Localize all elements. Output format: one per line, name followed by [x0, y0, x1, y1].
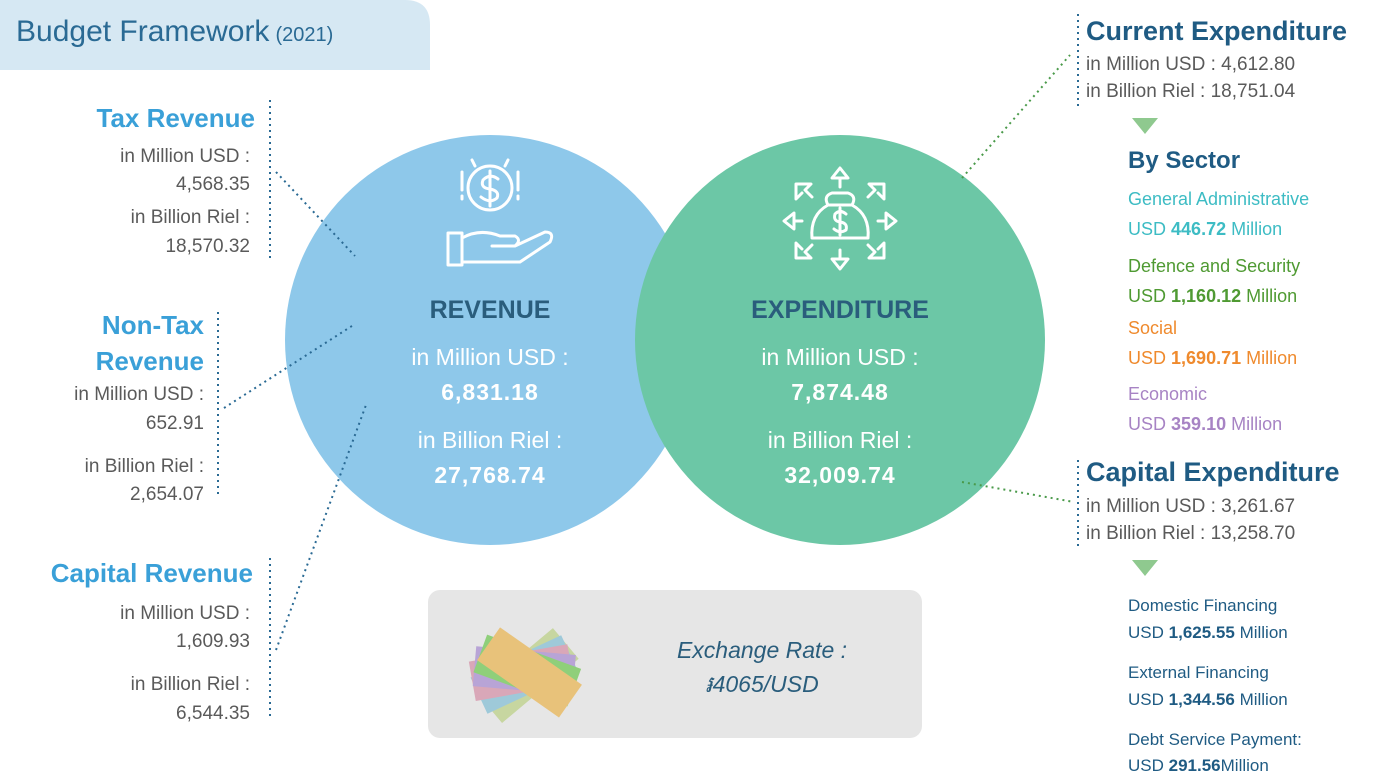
sector-amount: USD 1,690.71 Million — [1128, 348, 1297, 368]
tax-title: Tax Revenue — [97, 103, 255, 133]
sector-amount: USD 1,160.12 Million — [1128, 286, 1297, 306]
suffix: Million — [1231, 219, 1282, 239]
capital-exp-riel: in Billion Riel : 13,258.70 — [1086, 523, 1295, 544]
item-amount: USD 291.56Million — [1128, 756, 1269, 774]
current-riel: in Billion Riel : 18,751.04 — [1086, 81, 1296, 102]
prefix: USD — [1128, 414, 1166, 434]
prefix: USD — [1128, 286, 1166, 306]
exchange-label: Exchange Rate : — [677, 637, 847, 663]
sector-name: Social — [1128, 318, 1177, 338]
amount: 1,625.55 — [1169, 623, 1235, 642]
item-name: Debt Service Payment: — [1128, 730, 1302, 749]
sector-name: General Administrative — [1128, 189, 1309, 209]
item-name: Domestic Financing — [1128, 596, 1277, 615]
item-name: External Financing — [1128, 663, 1269, 682]
sector-name: Defence and Security — [1128, 256, 1300, 276]
current-title: Current Expenditure — [1086, 16, 1347, 46]
nontax-riel-label: in Billion Riel : — [85, 456, 204, 477]
exchange-value: ៛4065/USD — [705, 671, 818, 697]
nontax-usd: 652.91 — [146, 413, 204, 434]
nontax-title: Revenue — [96, 346, 204, 376]
page-body: {"header": {"title": "Budget Framework",… — [0, 0, 1384, 774]
sector-amount: USD 359.10 Million — [1128, 414, 1282, 434]
infographic: Budget Framework(2021) REVENUE in Millio… — [0, 0, 1384, 774]
capital-revenue-riel-label: in Billion Riel : — [131, 674, 250, 695]
expenditure-title: EXPENDITURE — [751, 296, 929, 324]
sector: Social USD 1,690.71 Million — [1128, 318, 1297, 368]
amount: 1,160.12 — [1171, 286, 1241, 306]
prefix: USD — [1128, 219, 1166, 239]
revenue-usd: 6,831.18 — [441, 379, 539, 405]
suffix: Million — [1221, 756, 1269, 774]
revenue-riel: 27,768.74 — [434, 462, 545, 488]
amount: 1,690.71 — [1171, 348, 1241, 368]
prefix: USD — [1128, 756, 1164, 774]
suffix: Million — [1246, 286, 1297, 306]
capital-exp-title: Capital Expenditure — [1086, 457, 1340, 487]
nontax-riel: 2,654.07 — [130, 484, 204, 505]
nontax-title: Non-Tax — [102, 310, 205, 340]
amount: 1,344.56 — [1169, 690, 1235, 709]
page: Budget Framework html, body { margin: 0;… — [0, 0, 1384, 774]
capital-exp-usd: in Million USD : 3,261.67 — [1086, 496, 1295, 517]
capital-revenue-usd: 1,609.93 — [176, 631, 250, 652]
tax-riel-label: in Billion Riel : — [131, 207, 250, 228]
suffix: Million — [1240, 690, 1288, 709]
nontax-usd-label: in Million USD : — [74, 384, 204, 405]
suffix: Million — [1240, 623, 1288, 642]
revenue-usd-label: in Million USD : — [411, 344, 568, 370]
revenue-title: REVENUE — [430, 296, 551, 324]
sector-name: Economic — [1128, 384, 1207, 404]
expenditure-usd: 7,874.48 — [791, 379, 889, 405]
by-sector: By Sector — [1128, 147, 1240, 174]
arrow-down — [1132, 118, 1158, 134]
suffix: Million — [1231, 414, 1282, 434]
item-amount: USD 1,344.56 Million — [1128, 690, 1288, 709]
prefix: USD — [1128, 348, 1166, 368]
item-amount: USD 1,625.55 Million — [1128, 623, 1288, 642]
expenditure-riel: 32,009.74 — [784, 462, 895, 488]
sector: Economic USD 359.10 Million — [1128, 384, 1282, 434]
sector: Defence and Security USD 1,160.12 Millio… — [1128, 256, 1300, 306]
tax-riel: 18,570.32 — [165, 236, 250, 257]
header-year: (2021) — [275, 24, 333, 46]
sector-amount: USD 446.72 Million — [1128, 219, 1282, 239]
current-connector — [962, 55, 1070, 178]
prefix: USD — [1128, 623, 1164, 642]
expenditure-riel-label: in Billion Riel : — [768, 427, 912, 453]
amount: 359.10 — [1171, 414, 1226, 434]
suffix: Million — [1246, 348, 1297, 368]
capital-revenue-title: Capital Revenue — [51, 558, 253, 588]
capital-revenue-usd-label: in Million USD : — [120, 603, 250, 624]
amount: 446.72 — [1171, 219, 1226, 239]
arrow-down — [1132, 560, 1158, 576]
sector: General Administrative USD 446.72 Millio… — [1128, 189, 1309, 239]
prefix: USD — [1128, 690, 1164, 709]
expenditure-usd-label: in Million USD : — [761, 344, 918, 370]
header-title: Budget Framework — [16, 15, 270, 48]
amount: 291.56 — [1169, 756, 1221, 774]
tax-usd-label: in Million USD : — [120, 146, 250, 167]
current-usd: in Million USD : 4,612.80 — [1086, 54, 1295, 75]
revenue-riel-label: in Billion Riel : — [418, 427, 562, 453]
capital-revenue-riel: 6,544.35 — [176, 703, 250, 724]
tax-usd: 4,568.35 — [176, 174, 250, 195]
